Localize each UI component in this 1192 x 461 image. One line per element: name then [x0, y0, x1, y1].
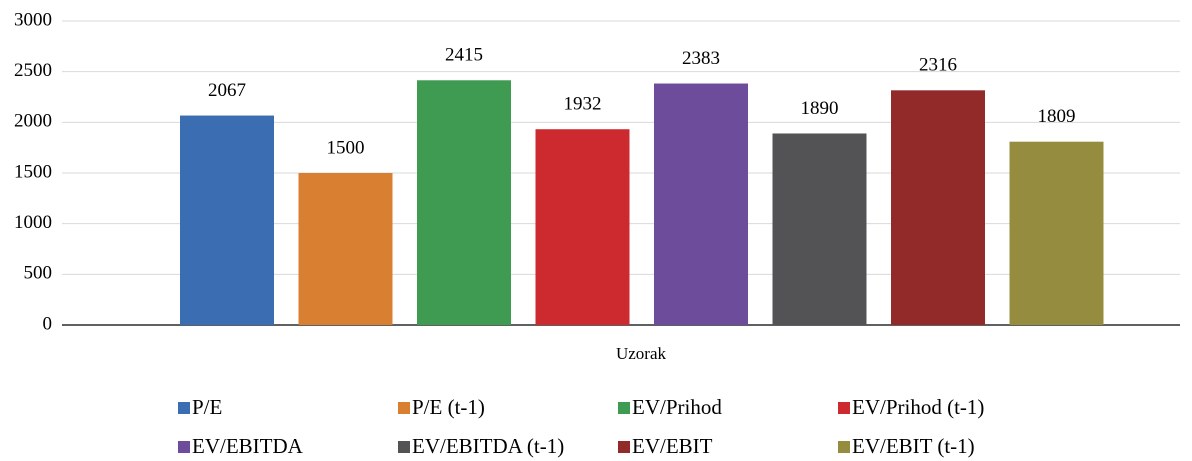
legend-swatch: [398, 441, 410, 453]
bar: [654, 83, 748, 325]
bar: [1009, 141, 1104, 325]
bar: [535, 129, 630, 325]
bar: [891, 90, 985, 325]
y-tick-label: 1500: [14, 161, 52, 182]
legend-label: EV/Prihod (t-1): [852, 395, 984, 419]
data-label: 1809: [1038, 106, 1076, 127]
data-label: 2383: [682, 48, 720, 69]
x-tick-label: Uzorak: [616, 344, 667, 363]
legend-label: EV/EBITDA (t-1): [412, 434, 564, 458]
bar: [180, 115, 274, 325]
legend-label: EV/EBITDA: [192, 434, 304, 458]
legend-label: EV/Prihod: [632, 395, 722, 419]
y-tick-label: 0: [43, 313, 53, 334]
y-tick-label: 1000: [14, 212, 52, 233]
bar: [298, 173, 393, 325]
data-label: 2316: [919, 55, 957, 76]
legend-label: EV/EBIT (t-1): [852, 434, 975, 458]
y-tick-label: 500: [24, 263, 53, 284]
data-label: 1932: [564, 94, 602, 115]
data-label: 1500: [327, 137, 365, 158]
y-tick-label: 3000: [14, 9, 52, 30]
legend-label: P/E (t-1): [412, 395, 485, 419]
legend-swatch: [398, 402, 410, 414]
y-tick-label: 2500: [14, 60, 52, 81]
legend-swatch: [618, 441, 630, 453]
bar: [417, 80, 511, 325]
y-tick-label: 2000: [14, 111, 52, 132]
legend-swatch: [178, 402, 190, 414]
data-label: 1890: [801, 98, 839, 119]
legend-swatch: [618, 402, 630, 414]
legend-label: EV/EBIT: [632, 434, 713, 458]
bar: [772, 133, 867, 325]
legend-swatch: [178, 441, 190, 453]
legend-swatch: [838, 441, 850, 453]
legend-swatch: [838, 402, 850, 414]
data-label: 2415: [445, 45, 483, 66]
data-label: 2067: [208, 80, 246, 101]
legend-label: P/E: [192, 395, 222, 419]
